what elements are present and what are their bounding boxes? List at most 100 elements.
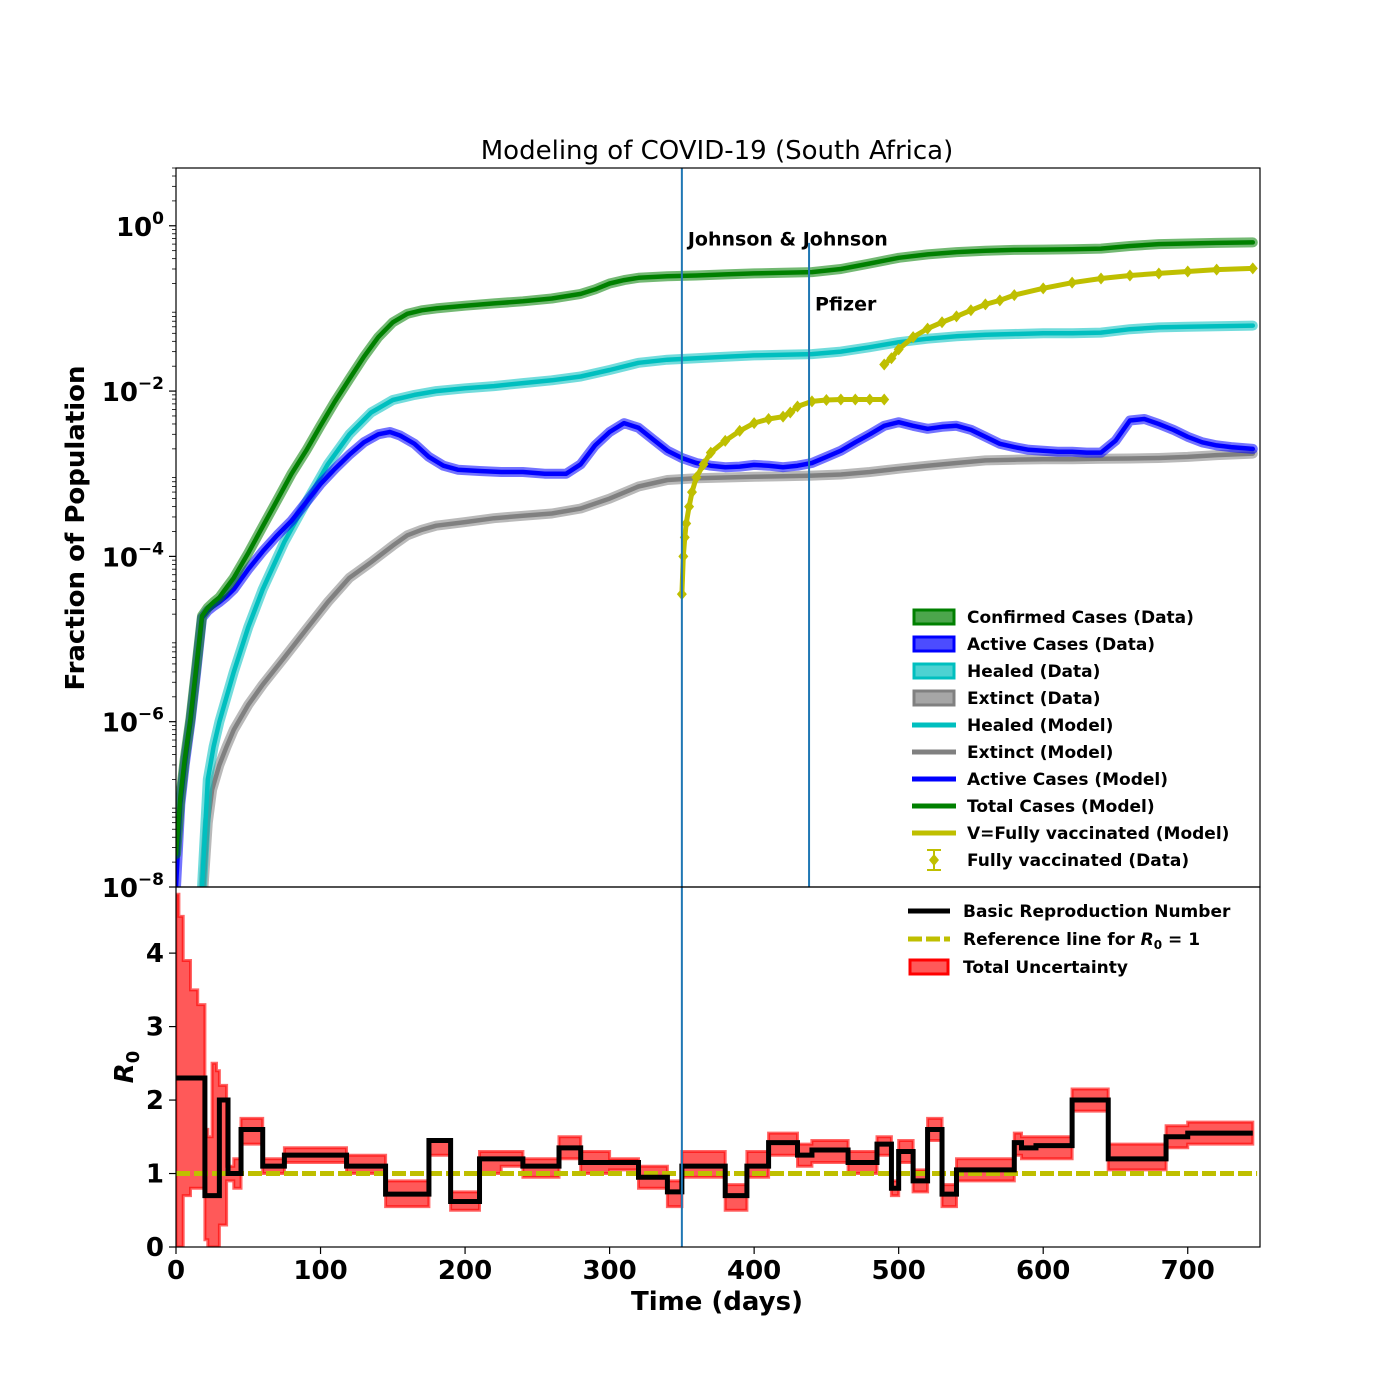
legend-label: Extinct (Model) — [967, 743, 1113, 763]
legend-label: Active Cases (Data) — [967, 635, 1155, 655]
vaccinated-data-point — [686, 486, 697, 499]
vaccinated-data-point — [1211, 263, 1222, 276]
vaccinated-data-point — [893, 343, 904, 356]
legend-item: Extinct (Data) — [912, 689, 1100, 709]
vaccinated-data-point — [720, 434, 731, 447]
vaccinated-data-point — [886, 352, 897, 365]
vaccinated-data-point — [1247, 262, 1258, 275]
vaccinated-data-point — [705, 446, 716, 459]
vaccine-annotation: Johnson & Johnson — [686, 228, 888, 250]
vaccinated-data-point — [678, 550, 689, 563]
top-y-tick-label: 10−8 — [102, 870, 164, 904]
legend-label: Total Uncertainty — [963, 958, 1128, 978]
legend-item: Fully vaccinated (Data) — [927, 849, 1189, 871]
legend-label: Fully vaccinated (Data) — [967, 851, 1189, 871]
vaccinated-data-point — [994, 294, 1005, 307]
bottom-y-tick-label: 3 — [146, 1013, 164, 1043]
x-tick-label: 300 — [582, 1256, 636, 1286]
bottom-y-tick-label: 0 — [146, 1233, 164, 1263]
r0-legend-item: Reference line for R0 = 1 — [908, 930, 1200, 952]
top-y-tick-label: 10−4 — [102, 539, 164, 573]
legend-item: Extinct (Model) — [912, 743, 1113, 763]
vaccinated-data-point — [1182, 265, 1193, 278]
legend-subscript: 0 — [1154, 938, 1162, 952]
top-y-tick-label: 10−2 — [102, 374, 164, 408]
legend-item: Confirmed Cases (Data) — [912, 608, 1194, 628]
vaccinated-data-point — [792, 400, 803, 413]
ylabel-subscript: 0 — [123, 1051, 144, 1064]
legend-item: Healed (Data) — [912, 662, 1100, 682]
tick-exponent: −8 — [138, 870, 164, 890]
x-tick-label: 0 — [167, 1256, 185, 1286]
vaccinated-data-point — [951, 310, 962, 323]
x-tick-label: 200 — [438, 1256, 492, 1286]
legend-label: Healed (Data) — [967, 662, 1100, 682]
vaccinated-data-point — [1009, 289, 1020, 302]
bottom-axes-frame — [175, 886, 1261, 1248]
vaccinated-data-point — [864, 393, 875, 406]
vaccine-annotation: Pfizer — [815, 293, 877, 315]
top-y-axis-label: Fraction of Population — [61, 365, 91, 690]
chart-title: Modeling of COVID-19 (South Africa) — [481, 136, 954, 166]
r0-step-line — [176, 1075, 1253, 1204]
tick-base: 10 — [102, 543, 138, 573]
r0-legend-item: Basic Reproduction Number — [908, 902, 1231, 922]
tick-base: 10 — [102, 709, 138, 739]
vaccinated-data-point — [1124, 269, 1135, 282]
x-tick-label: 400 — [727, 1256, 781, 1286]
tick-exponent: 0 — [152, 209, 164, 229]
vaccinated-data-point — [965, 304, 976, 317]
vaccinated-data-point — [1153, 267, 1164, 280]
legend-symbol: R — [1141, 930, 1154, 950]
bottom-y-tick-label: 2 — [146, 1086, 164, 1116]
legend-patch — [908, 958, 950, 976]
legend-label: Healed (Model) — [967, 716, 1113, 736]
x-tick-label: 500 — [872, 1256, 926, 1286]
vaccinated-data-point — [879, 358, 890, 371]
vaccinated-data-point — [1038, 282, 1049, 295]
series-confirmed-line — [176, 240, 1256, 857]
vaccinated-data-point — [879, 393, 890, 406]
x-tick-label: 600 — [1016, 1256, 1070, 1286]
series-healed-line — [199, 323, 1256, 887]
tick-exponent: −6 — [138, 705, 164, 725]
bottom-panel — [176, 892, 1258, 1247]
legend-label: Basic Reproduction Number — [963, 902, 1231, 922]
series-vaccinated-line — [679, 397, 885, 595]
series-extinct-line — [201, 451, 1256, 887]
top-y-tick-label: 10−6 — [102, 705, 164, 739]
x-tick-label: 100 — [293, 1256, 347, 1286]
vaccinated-data-point — [785, 406, 796, 419]
legend-patch — [912, 608, 956, 626]
vaccinated-data-point — [922, 322, 933, 335]
legend-label: Extinct (Data) — [967, 689, 1100, 709]
vaccinated-data-point — [749, 417, 760, 430]
legend-patch — [912, 635, 956, 653]
top-panel — [176, 237, 1258, 887]
vaccinated-data-point — [850, 393, 861, 406]
x-axis-label: Time (days) — [631, 1287, 803, 1317]
legend-tail: = 1 — [1162, 930, 1200, 950]
legend-item: V=Fully vaccinated (Model) — [912, 824, 1229, 844]
legend-patch — [912, 662, 956, 680]
top-y-tick-label: 100 — [116, 209, 164, 243]
vaccinated-data-point — [698, 458, 709, 471]
vaccinated-data-point — [684, 500, 695, 513]
tick-base: 10 — [102, 378, 138, 408]
vaccinated-data-point — [980, 298, 991, 311]
bottom-y-axis-label: R0 — [110, 1051, 144, 1084]
x-tick-label: 700 — [1161, 1256, 1215, 1286]
vaccinated-data-point — [763, 412, 774, 425]
vaccinated-data-point — [681, 517, 692, 530]
vaccinated-data-point — [1096, 272, 1107, 285]
vaccinated-data-point — [691, 471, 702, 484]
legend-text: Reference line for — [963, 930, 1141, 950]
ylabel-symbol: R — [110, 1063, 140, 1083]
tick-exponent: −4 — [138, 539, 164, 559]
tick-base: 10 — [116, 213, 152, 243]
legend-patch — [912, 689, 956, 707]
legend-marker — [929, 854, 939, 866]
vaccinated-data-point — [908, 331, 919, 344]
vaccinated-data-point — [1067, 276, 1078, 289]
